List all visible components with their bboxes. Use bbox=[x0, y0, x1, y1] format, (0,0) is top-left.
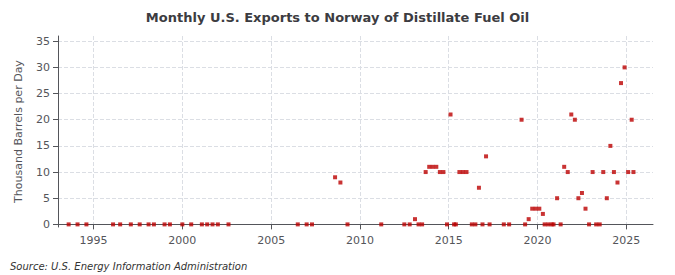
svg-text:Thousand Barrels per Day: Thousand Barrels per Day bbox=[12, 60, 25, 204]
svg-text:1995: 1995 bbox=[80, 234, 108, 247]
svg-text:20: 20 bbox=[36, 113, 50, 126]
svg-text:2000: 2000 bbox=[168, 234, 196, 247]
svg-text:35: 35 bbox=[36, 35, 50, 48]
svg-text:2015: 2015 bbox=[435, 234, 463, 247]
svg-text:10: 10 bbox=[36, 166, 50, 179]
svg-text:30: 30 bbox=[36, 61, 50, 74]
svg-text:5: 5 bbox=[43, 192, 50, 205]
svg-text:0: 0 bbox=[43, 218, 50, 231]
svg-text:15: 15 bbox=[36, 139, 50, 152]
svg-text:Monthly U.S. Exports to Norway: Monthly U.S. Exports to Norway of Distil… bbox=[146, 10, 529, 25]
svg-text:Source: U.S. Energy Informatio: Source: U.S. Energy Information Administ… bbox=[10, 261, 247, 272]
svg-text:2010: 2010 bbox=[346, 234, 374, 247]
svg-text:2020: 2020 bbox=[524, 234, 552, 247]
svg-text:2025: 2025 bbox=[612, 234, 640, 247]
svg-text:25: 25 bbox=[36, 87, 50, 100]
svg-text:2005: 2005 bbox=[257, 234, 285, 247]
